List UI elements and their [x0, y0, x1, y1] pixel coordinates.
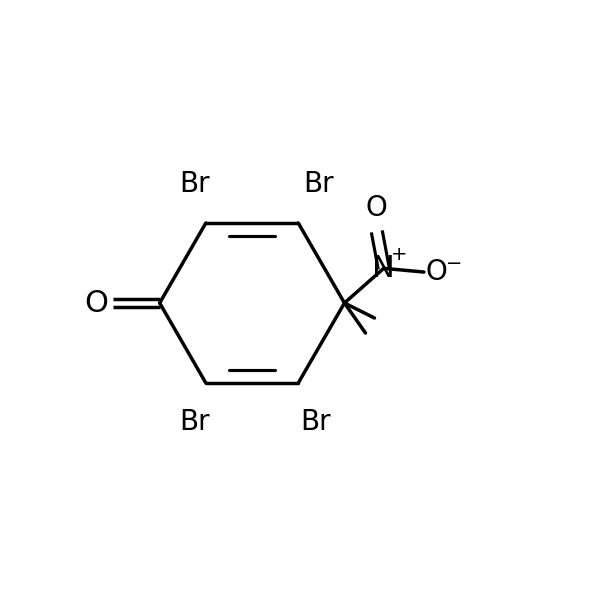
- Text: Br: Br: [301, 409, 331, 436]
- Text: N: N: [373, 254, 395, 283]
- Text: Br: Br: [179, 170, 209, 197]
- Text: Br: Br: [179, 409, 209, 436]
- Text: +: +: [391, 245, 407, 264]
- Text: Br: Br: [303, 170, 334, 197]
- Text: O: O: [366, 194, 388, 222]
- Text: O: O: [84, 289, 108, 317]
- Text: −: −: [446, 254, 463, 273]
- Text: O: O: [425, 258, 447, 286]
